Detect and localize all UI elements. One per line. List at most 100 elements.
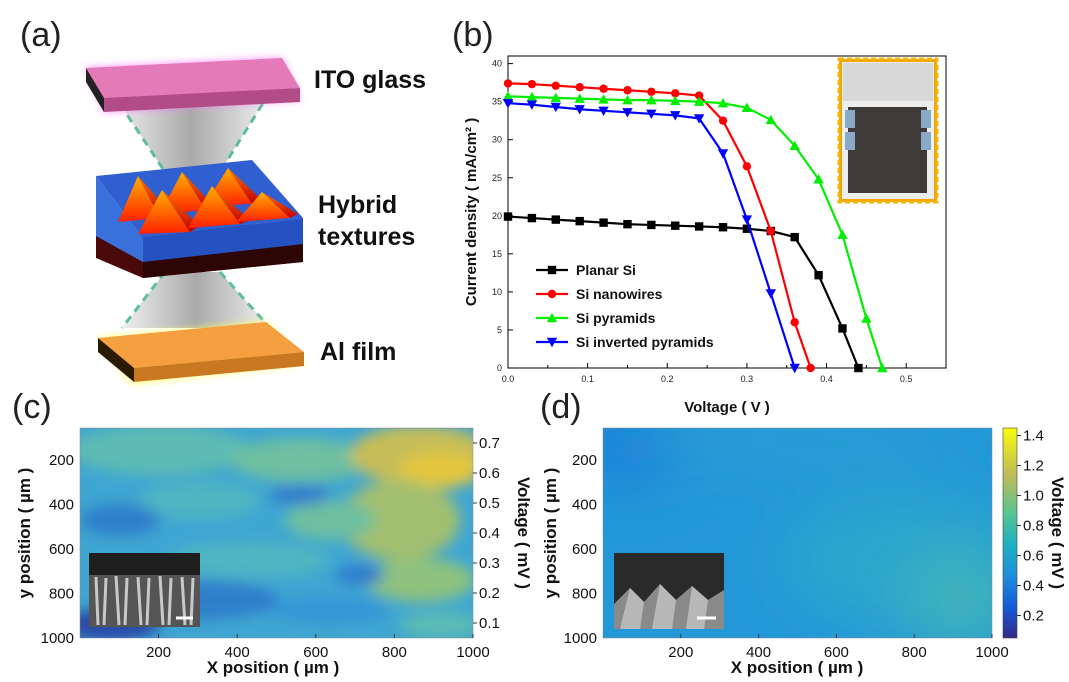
sem-inset-nanowires (89, 553, 200, 627)
iv-line-0 (507, 215, 860, 369)
map-x-tick-label: 600 (824, 644, 849, 661)
heatmap-d-y-title: y position ( µm ) (541, 468, 560, 599)
iv-point (575, 83, 584, 92)
colorbar-tick-label: 0.2 (1023, 608, 1044, 625)
legend-label: Si pyramids (576, 310, 656, 326)
colorbar-tick-label: 0.8 (1023, 518, 1044, 535)
iv-point (765, 114, 776, 125)
colorbar-tick-label: 0.1 (479, 615, 500, 632)
al-film-label: Al film (320, 338, 396, 366)
panel-a: (a) (20, 16, 426, 384)
iv-y-tick-label: 30 (492, 135, 502, 145)
colorbar-tick-label: 0.7 (479, 435, 500, 452)
iv-y-tick-label: 5 (497, 325, 502, 335)
iv-point (527, 79, 537, 89)
panel-c: (c) (12, 388, 533, 677)
iv-x-tick-label: 0.3 (741, 374, 754, 384)
iv-point (527, 213, 537, 223)
panel-c-label: (c) (12, 388, 52, 426)
map-y-tick-label: 200 (572, 452, 597, 469)
legend-swatch-marker (546, 337, 558, 348)
ito-glass-label: ITO glass (314, 66, 426, 94)
iv-point (574, 105, 585, 115)
heatmap-d-colorbar-title: Voltage ( mV ) (1048, 477, 1067, 589)
map-x-tick-label: 200 (146, 644, 171, 661)
iv-point (741, 102, 753, 112)
hybrid-textures-layer (96, 160, 303, 278)
colorbar-tick-label: 1.4 (1023, 428, 1044, 445)
iv-point (806, 363, 815, 373)
upper-cone (112, 92, 270, 172)
panel-b: (b) 0.0 0.1 0.2 0.3 0.4 0.5 0 5 10 15 20 25 30 35 40 P… (452, 16, 947, 416)
iv-point (599, 218, 608, 227)
colorbar-d (1002, 427, 1018, 639)
al-film-layer (98, 322, 304, 384)
iv-x-tick-label: 0.4 (820, 374, 833, 384)
iv-point (550, 102, 561, 113)
iv-point (598, 94, 609, 104)
iv-x-axis-title: Voltage ( V ) (684, 399, 770, 416)
colorbar-tick-label: 0.4 (1023, 578, 1044, 595)
legend-label: Planar Si (576, 262, 636, 278)
map-x-tick-label: 400 (746, 644, 771, 661)
iv-point (693, 114, 705, 124)
panel-b-label: (b) (452, 16, 494, 54)
iv-point (877, 362, 888, 373)
map-y-tick-label: 400 (572, 497, 597, 514)
iv-point (790, 232, 799, 242)
iv-y-tick-label: 0 (497, 363, 502, 373)
iv-series-1 (503, 79, 815, 373)
iv-point (741, 215, 753, 225)
colorbar-tick-label: 0.3 (479, 555, 500, 572)
heatmap-d (603, 428, 992, 638)
map-y-tick-label: 400 (49, 497, 74, 514)
map-y-tick-label: 600 (572, 541, 597, 558)
iv-point (550, 92, 561, 103)
hybrid-label-line2: textures (318, 223, 415, 251)
iv-point (646, 109, 657, 120)
iv-point (599, 84, 608, 93)
heatmap-c-y-title: y position ( µm ) (15, 468, 34, 599)
iv-point (694, 222, 704, 231)
map-y-tick-label: 1000 (564, 630, 597, 647)
iv-point (717, 97, 729, 108)
map-x-tick-label: 200 (668, 644, 693, 661)
iv-point (718, 116, 728, 125)
iv-point (551, 215, 560, 224)
iv-point (670, 95, 681, 106)
colorbar-tick-label: 1.2 (1023, 458, 1044, 475)
panel-a-label: (a) (20, 16, 62, 54)
colorbar-tick-label: 1.0 (1023, 488, 1044, 505)
legend-swatch-marker (547, 265, 557, 275)
map-y-tick-label: 200 (49, 452, 74, 469)
iv-point (622, 108, 633, 118)
iv-point (837, 229, 848, 240)
iv-series-2 (502, 91, 888, 373)
map-x-tick-label: 1000 (975, 644, 1008, 661)
iv-point (789, 363, 800, 374)
colorbar-tick-label: 0.2 (479, 585, 500, 602)
colorbar-tick-label: 0.6 (479, 465, 500, 482)
map-x-tick-label: 1000 (456, 644, 489, 661)
iv-point (647, 87, 656, 96)
colorbar-tick-label: 0.4 (479, 525, 500, 542)
heatmap-c-ticks: 200 400 600 800 1000 200 400 600 800 1000 0.1 0.2 0.… (41, 435, 500, 661)
iv-point (693, 96, 705, 106)
map-y-tick-label: 1000 (41, 630, 74, 647)
iv-point (694, 91, 704, 100)
map-y-tick-label: 800 (49, 586, 74, 603)
iv-point (623, 219, 632, 229)
iv-legend: Planar Si Si nanowires Si pyramids Si inver… (536, 262, 714, 350)
iv-series-0 (503, 212, 863, 373)
iv-y-tick-label: 20 (492, 211, 502, 221)
iv-point (526, 100, 538, 110)
colorbar-tick-label: 0.5 (479, 495, 500, 512)
iv-point (718, 223, 728, 232)
iv-point (526, 91, 538, 102)
iv-point (789, 140, 800, 150)
iv-x-tick-label: 0.1 (581, 374, 594, 384)
iv-x-tick-label: 0.5 (900, 374, 913, 384)
lower-cone (122, 272, 270, 328)
iv-point (671, 221, 680, 230)
